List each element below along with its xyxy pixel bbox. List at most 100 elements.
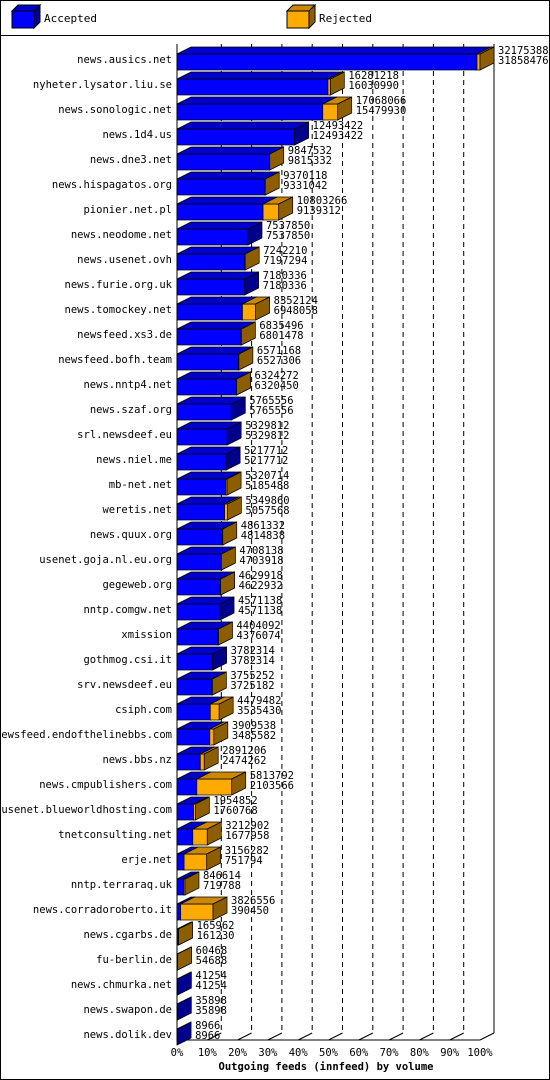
bar xyxy=(476,46,495,71)
y-tick-label: news.hispagatos.org xyxy=(52,179,172,191)
bar-front xyxy=(176,778,198,796)
tick-mark xyxy=(328,1032,343,1041)
y-tick-label: gegeweb.org xyxy=(102,579,172,591)
bar-front xyxy=(322,103,339,121)
bar-side xyxy=(178,921,193,946)
bar-side xyxy=(212,646,227,671)
bar-side xyxy=(294,121,310,146)
bar xyxy=(176,46,492,71)
bar-side xyxy=(241,321,256,346)
bar-front xyxy=(176,478,227,496)
bar xyxy=(220,546,236,571)
accepted-label: 161230 xyxy=(197,930,235,942)
bar-front xyxy=(176,78,329,96)
bar xyxy=(192,821,222,846)
bar-front xyxy=(176,103,324,121)
bar-side xyxy=(222,521,238,546)
accepted-label: 4703918 xyxy=(239,555,283,567)
y-tick-label: nyheter.lysator.liu.se xyxy=(33,79,172,91)
tick-mark xyxy=(388,1032,404,1041)
bar xyxy=(176,446,241,471)
bar-top xyxy=(176,96,337,105)
bar xyxy=(221,521,238,546)
legend-swatch xyxy=(10,3,42,30)
accepted-label: 15479930 xyxy=(356,105,407,117)
total-label: 4708138 xyxy=(239,545,283,557)
accepted-label: 6948058 xyxy=(274,305,318,317)
total-label: 4861332 xyxy=(241,520,285,532)
bar-side xyxy=(329,71,345,96)
bar-front xyxy=(176,253,246,271)
bar xyxy=(183,846,222,871)
accepted-label: 1760768 xyxy=(213,805,257,817)
bar-front xyxy=(176,378,237,396)
bar-side xyxy=(195,796,210,821)
bar-side xyxy=(184,871,200,896)
bar-side xyxy=(337,96,353,121)
accepted-label: 751794 xyxy=(225,855,263,867)
bar-front xyxy=(176,453,227,471)
accepted-label: 54688 xyxy=(196,955,228,967)
bar xyxy=(322,96,353,121)
bar-front xyxy=(176,328,242,346)
bar-side xyxy=(244,271,259,296)
y-tick-label: news.szaf.org xyxy=(90,404,172,416)
y-tick-label: news.chmurka.net xyxy=(71,979,172,991)
y-tick-label: newsfeed.bofh.team xyxy=(58,354,172,366)
bar xyxy=(176,396,246,421)
bar-front xyxy=(176,828,194,846)
accepted-label: 9139312 xyxy=(297,205,341,217)
y-tick-label: news.nntp4.net xyxy=(83,379,172,391)
accepted-label: 5765556 xyxy=(249,405,293,417)
accepted-label: 8966 xyxy=(195,1030,220,1042)
accepted-label: 3725182 xyxy=(230,680,274,692)
bar xyxy=(176,971,192,996)
bar-front xyxy=(262,203,280,221)
bar-front xyxy=(176,803,194,821)
bar xyxy=(217,621,233,646)
y-tick-label: erje.net xyxy=(121,854,172,866)
accepted-label: 1677958 xyxy=(225,830,269,842)
bar-side xyxy=(218,696,234,721)
bar-front xyxy=(209,728,215,746)
bar-side xyxy=(226,471,242,496)
y-tick-label: weretis.net xyxy=(102,504,172,516)
accepted-label: 6320450 xyxy=(255,380,299,392)
bar-front xyxy=(176,528,223,546)
bar-side xyxy=(238,346,254,371)
bar-front xyxy=(176,553,222,571)
bar-side xyxy=(203,746,219,771)
legend-swatch-side xyxy=(33,3,41,30)
bar-front xyxy=(209,703,220,721)
accepted-label: 3485582 xyxy=(232,730,276,742)
bar xyxy=(176,196,278,221)
y-tick-label: mb-net.net xyxy=(109,479,172,491)
bar-side xyxy=(206,821,222,846)
y-tick-label: srl.newsdeef.eu xyxy=(77,429,172,441)
accepted-label: 5329812 xyxy=(245,430,289,442)
legend-swatch-front xyxy=(286,10,310,29)
bar-side xyxy=(269,146,285,171)
bar xyxy=(240,321,256,346)
bar-front xyxy=(176,178,266,196)
y-tick-label: news.dolik.dev xyxy=(83,1029,172,1041)
total-label: 5349860 xyxy=(245,495,289,507)
bar xyxy=(220,571,235,596)
x-tick-label: 20% xyxy=(228,1047,248,1059)
accepted-label: 5057568 xyxy=(245,505,289,517)
bar-side xyxy=(227,496,242,521)
bar-side xyxy=(219,596,235,621)
y-tick-label: news.niel.me xyxy=(96,454,172,466)
bar xyxy=(209,721,229,746)
total-label: 3782314 xyxy=(231,645,275,657)
y-tick-label: usenet.blueworldhosting.com xyxy=(1,804,172,816)
bar xyxy=(176,121,310,146)
bar xyxy=(178,921,193,946)
y-tick-label: news.ausics.net xyxy=(77,54,172,66)
bar-side xyxy=(278,196,294,221)
bar-side xyxy=(244,246,260,271)
bar-front xyxy=(176,403,232,421)
total-label: 32175388 xyxy=(498,45,549,57)
total-label: 5813792 xyxy=(250,770,294,782)
y-tick-label: nntp.comgw.net xyxy=(83,604,172,616)
